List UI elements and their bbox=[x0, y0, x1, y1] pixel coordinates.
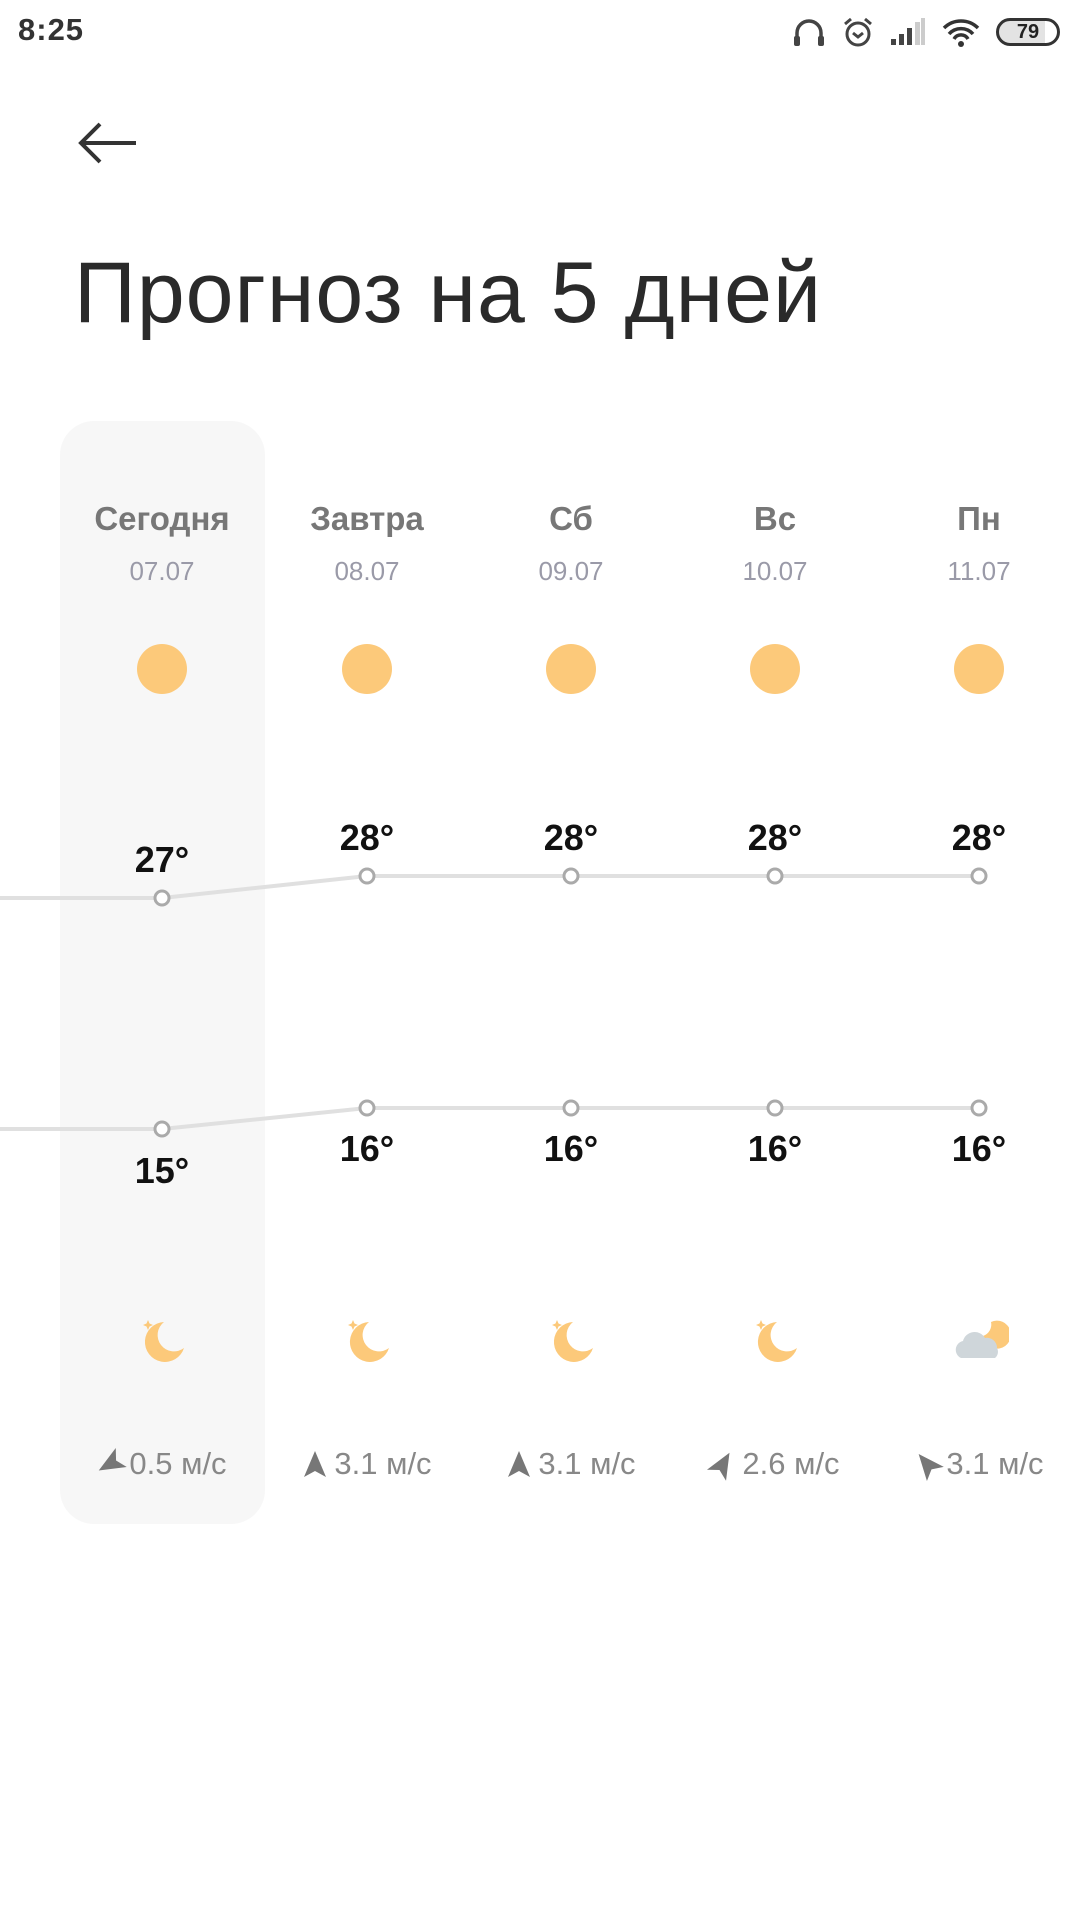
wind-speed: 2.6 м/с bbox=[742, 1446, 840, 1481]
page-title: Прогноз на 5 дней bbox=[74, 245, 822, 341]
sun-icon bbox=[342, 644, 392, 694]
status-icons: 79 bbox=[792, 14, 1060, 50]
wind-speed: 3.1 м/с bbox=[946, 1446, 1044, 1481]
moon-icon bbox=[337, 1310, 397, 1370]
high-temp: 28° bbox=[339, 817, 395, 858]
sun-icon bbox=[750, 644, 800, 694]
date-label: 10.07 bbox=[742, 556, 808, 586]
wind-direction-icon bbox=[508, 1451, 531, 1477]
high-temp-line-point bbox=[970, 867, 988, 885]
high-temp: 28° bbox=[543, 817, 599, 858]
moon-icon bbox=[745, 1310, 805, 1370]
low-temp-line-point bbox=[562, 1099, 580, 1117]
wind-direction-icon bbox=[99, 1447, 128, 1471]
low-temp: 16° bbox=[543, 1128, 599, 1169]
wind-direction-icon bbox=[707, 1452, 730, 1481]
high-temp-line-point bbox=[766, 867, 784, 885]
low-temp: 16° bbox=[951, 1128, 1007, 1169]
wind-info: 3.1 м/с bbox=[267, 1446, 467, 1482]
alarm-icon bbox=[844, 17, 872, 47]
sun-icon bbox=[546, 644, 596, 694]
high-temp: 28° bbox=[747, 817, 803, 858]
wind-speed: 3.1 м/с bbox=[334, 1446, 432, 1481]
low-temp-line-point bbox=[766, 1099, 784, 1117]
wind-direction-icon bbox=[919, 1454, 945, 1482]
wind-info: 2.6 м/с bbox=[675, 1446, 875, 1482]
low-temp-line-point bbox=[153, 1120, 171, 1138]
moon-icon bbox=[132, 1310, 192, 1370]
high-temp-line-point bbox=[153, 889, 171, 907]
low-temp: 15° bbox=[134, 1150, 190, 1191]
wind-speed: 3.1 м/с bbox=[538, 1446, 636, 1481]
date-label: 07.07 bbox=[129, 556, 195, 586]
high-temp: 27° bbox=[134, 839, 190, 880]
sun-icon bbox=[137, 644, 187, 694]
low-temp-line-point bbox=[358, 1099, 376, 1117]
wind-direction-icon bbox=[304, 1451, 327, 1477]
day-label: Пн bbox=[957, 500, 1001, 537]
date-label: 11.07 bbox=[947, 556, 1011, 586]
high-temp-line-point bbox=[358, 867, 376, 885]
high-temp-line bbox=[0, 874, 979, 900]
sun-icon bbox=[954, 644, 1004, 694]
high-temp: 28° bbox=[951, 817, 1007, 858]
day-label: Вс bbox=[753, 500, 797, 537]
wind-info: 3.1 м/с bbox=[879, 1446, 1079, 1482]
partly-cloudy-night-icon bbox=[949, 1310, 1011, 1370]
day-label: Сегодня bbox=[94, 500, 230, 537]
battery-icon: 79 bbox=[996, 18, 1060, 46]
signal-icon bbox=[891, 18, 925, 45]
wind-speed: 0.5 м/с bbox=[129, 1446, 227, 1481]
day-label: Завтра bbox=[310, 500, 424, 537]
wifi-icon bbox=[942, 19, 980, 47]
headphones-icon bbox=[794, 19, 824, 46]
day-label: Сб bbox=[549, 500, 593, 537]
date-label: 08.07 bbox=[334, 556, 400, 586]
low-temp: 16° bbox=[339, 1128, 395, 1169]
arrow-left-icon[interactable] bbox=[78, 118, 140, 168]
status-time: 8:25 bbox=[18, 12, 85, 47]
wind-info: 3.1 м/с bbox=[471, 1446, 671, 1482]
wind-info: 0.5 м/с bbox=[62, 1446, 262, 1482]
low-temp-line-point bbox=[970, 1099, 988, 1117]
selected-day-highlight[interactable] bbox=[60, 421, 265, 1524]
high-temp-line-point bbox=[562, 867, 580, 885]
moon-icon bbox=[541, 1310, 601, 1370]
low-temp: 16° bbox=[747, 1128, 803, 1169]
date-label: 09.07 bbox=[538, 556, 604, 586]
low-temp-line bbox=[0, 1106, 979, 1131]
